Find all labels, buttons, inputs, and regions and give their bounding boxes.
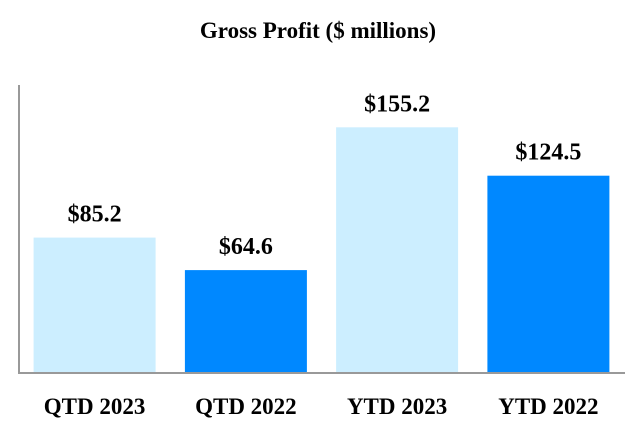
bar-qtd-2023 — [33, 237, 156, 372]
x-tick-label-ytd-2022: YTD 2022 — [498, 394, 598, 419]
bar-ytd-2022 — [487, 175, 610, 372]
data-label-qtd-2023: $85.2 — [68, 202, 122, 228]
data-label-qtd-2022: $64.6 — [219, 234, 273, 260]
tick-label-group: QTD 2023 QTD 2022 YTD 2023 YTD 2022 — [44, 394, 599, 419]
x-tick-label-ytd-2023: YTD 2023 — [347, 394, 447, 419]
x-tick-label-qtd-2023: QTD 2023 — [44, 394, 146, 419]
axes-group — [18, 85, 625, 374]
bar-qtd-2022 — [184, 270, 307, 372]
x-tick-label-qtd-2022: QTD 2022 — [195, 394, 297, 419]
data-label-ytd-2023: $155.2 — [364, 91, 430, 117]
data-label-ytd-2022: $124.5 — [515, 140, 581, 166]
bar-group — [33, 127, 610, 372]
chart-title: Gross Profit ($ millions) — [200, 18, 436, 43]
data-label-group: $85.2 $64.6 $155.2 $124.5 — [68, 91, 582, 260]
bar-ytd-2023 — [336, 127, 459, 372]
